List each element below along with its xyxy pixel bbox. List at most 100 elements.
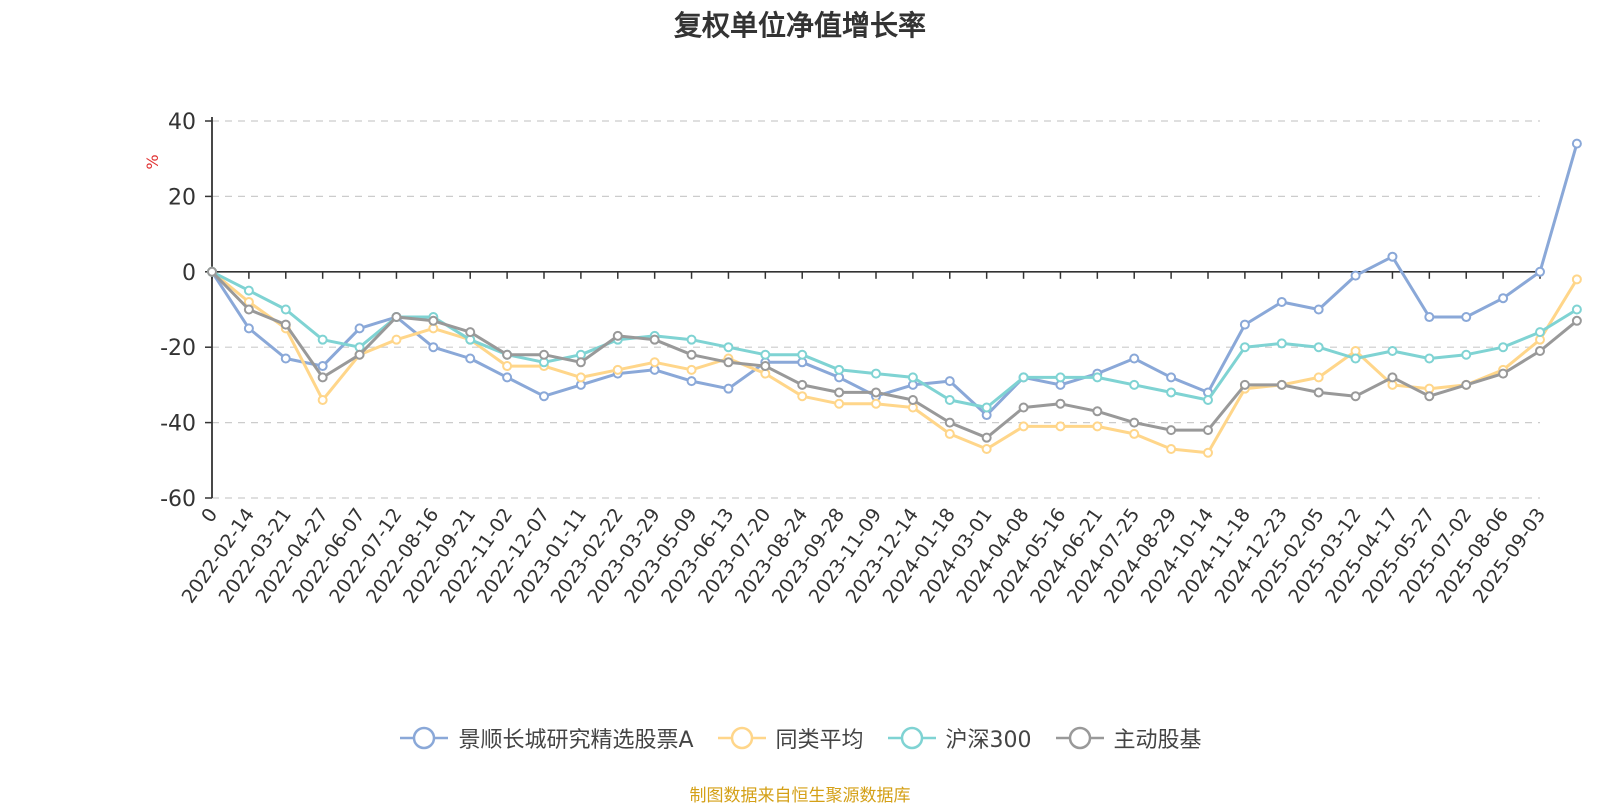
data-point [1055,372,1066,383]
data-point [797,379,808,390]
data-point [575,372,586,383]
data-point [1424,312,1435,323]
legend-label: 景顺长城研究精选股票A [458,728,694,753]
data-point [502,372,513,383]
data-point [1313,387,1324,398]
data-point [1092,406,1103,417]
data-point [944,428,955,439]
y-tick-label: 0 [182,261,196,286]
data-point [686,334,697,345]
data-point [1498,368,1509,379]
data-point [1276,296,1287,307]
data-point [428,342,439,353]
data-point [686,349,697,360]
source-note: 制图数据来自恒生聚源数据库 [689,786,911,806]
data-point [1535,345,1545,356]
data-point [280,304,291,315]
data-point [1276,338,1287,349]
legend-marker-icon [1055,726,1104,750]
data-point [1055,398,1066,409]
data-point [1350,391,1361,402]
data-point [1092,421,1103,432]
legend-label: 沪深300 [945,728,1032,753]
data-point [539,391,549,402]
data-point [1387,372,1398,383]
data-point [1129,353,1140,364]
legend-item[interactable]: 沪深300 [886,722,1032,754]
series-line [210,270,1579,409]
data-point [317,334,328,345]
data-point [243,304,254,315]
data-point [1166,387,1177,398]
data-point [1239,319,1250,330]
series-line [210,142,1579,417]
y-tick-label: 20 [168,185,196,210]
data-point [1129,417,1140,428]
data-point [612,364,623,375]
data-point [243,323,254,334]
data-point [243,285,254,296]
data-point [612,330,623,341]
data-point [649,334,660,345]
grid-lines [212,120,1540,499]
data-point [1424,391,1435,402]
data-point [575,357,586,368]
data-point [723,342,734,353]
data-point [723,357,734,368]
y-tick-label: -20 [160,336,196,361]
data-point [1571,138,1582,149]
data-point [1239,342,1250,353]
legend-item[interactable]: 主动股基 [1054,722,1202,754]
legend-item[interactable]: 同类平均 [716,722,864,754]
legend-marker-icon [887,726,936,750]
data-point [317,361,328,372]
data-point [981,432,992,443]
data-point [907,372,918,383]
data-point [1276,379,1287,390]
data-point [1498,293,1509,304]
data-point [1498,342,1509,353]
data-point [354,323,365,334]
data-point [539,349,549,360]
legend-marker-icon [717,726,766,750]
data-point [1350,270,1361,281]
data-point [207,266,217,277]
data-point [1203,425,1213,436]
data-point [760,349,771,360]
data-point [871,387,881,398]
data-point [1571,274,1582,285]
data-point [760,361,771,372]
data-point [280,353,291,364]
data-point [502,349,513,360]
data-point [1387,251,1398,262]
data-point [1461,312,1472,323]
data-point [944,417,955,428]
legend: 景顺长城研究精选股票A 同类平均 沪深300 主动股基 [0,722,1600,754]
data-point [1535,266,1545,277]
data-point [649,357,660,368]
legend-label: 主动股基 [1113,728,1202,753]
data-point [981,443,992,454]
data-point [1166,425,1177,436]
data-point [1313,304,1324,315]
data-point [465,327,476,338]
data-point [354,349,365,360]
data-point [907,394,918,405]
data-point [391,312,402,323]
data-point [1350,353,1361,364]
data-point [1129,379,1140,390]
legend-label: 同类平均 [775,728,864,753]
data-point [1203,447,1213,458]
axes: 40200-20-40-6002022-02-142022-03-212022-… [160,110,1550,607]
legend-marker-icon [400,726,449,750]
data-point [428,315,439,326]
data-point [1018,372,1029,383]
data-point [1203,394,1213,405]
y-axis-label: % [143,154,162,169]
data-point [1313,372,1324,383]
legend-item[interactable]: 景顺长城研究精选股票A [398,722,694,754]
data-point [723,383,734,394]
data-point [686,376,697,387]
data-point [1166,443,1177,454]
